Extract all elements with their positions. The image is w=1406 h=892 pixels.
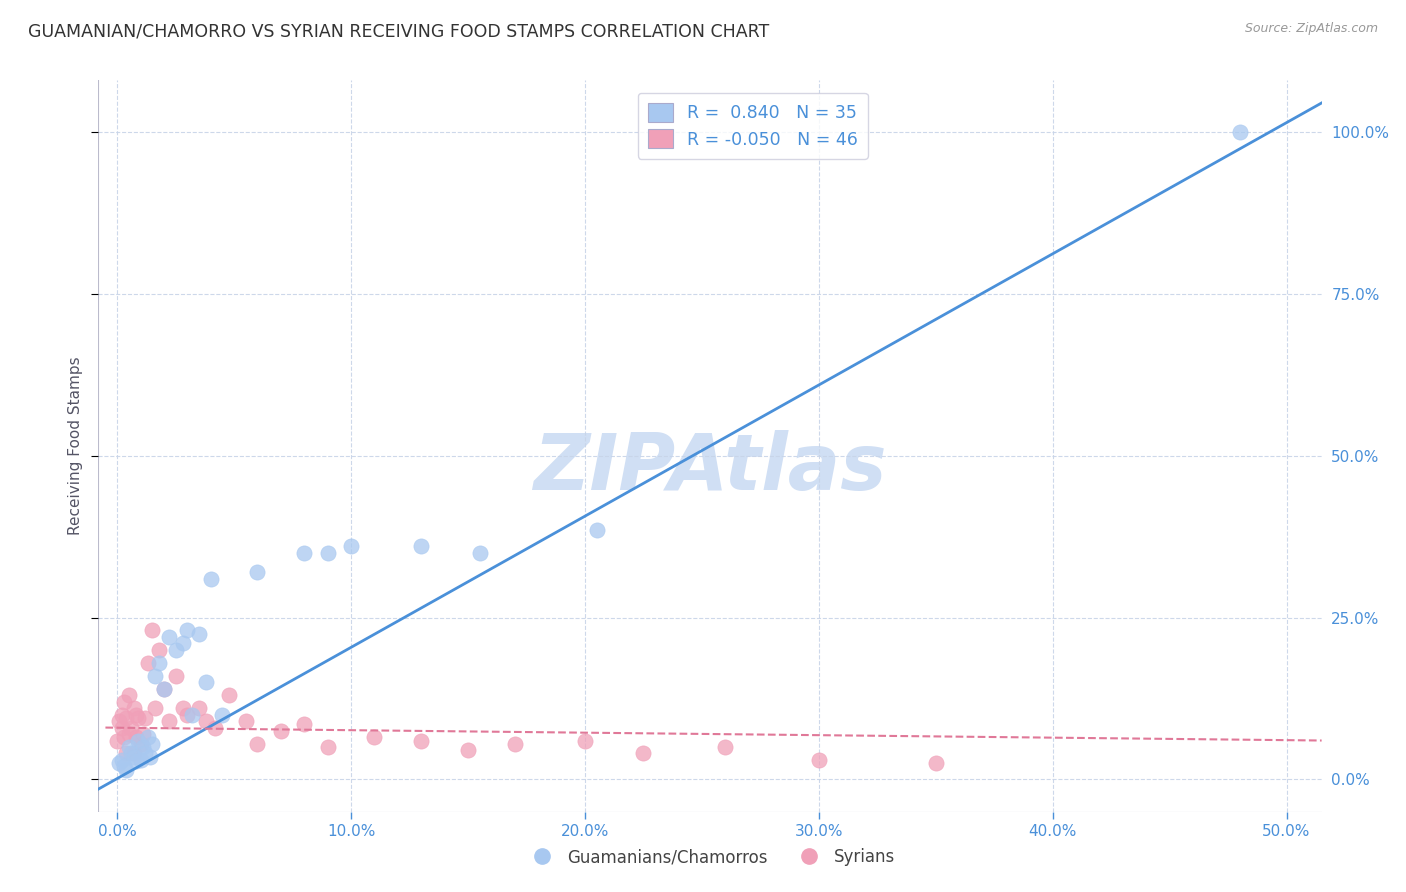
Point — [134, 747, 156, 761]
Point — [108, 756, 131, 771]
Point — [105, 733, 128, 747]
Point — [111, 753, 134, 767]
Point — [143, 669, 166, 683]
Point — [111, 721, 134, 735]
Point — [125, 707, 148, 722]
Point — [165, 643, 187, 657]
Point — [1229, 125, 1251, 139]
Point — [633, 747, 655, 761]
Point — [585, 523, 607, 537]
Point — [157, 630, 180, 644]
Point — [118, 739, 141, 754]
Point — [120, 747, 142, 761]
Point — [122, 701, 145, 715]
Point — [246, 566, 269, 580]
Legend: Guamanians/Chamorros, Syrians: Guamanians/Chamorros, Syrians — [519, 841, 901, 873]
Point — [141, 624, 163, 638]
Point — [176, 624, 198, 638]
Point — [136, 656, 159, 670]
Point — [411, 733, 433, 747]
Point — [112, 731, 135, 745]
Point — [118, 727, 141, 741]
Text: ZIPAtlas: ZIPAtlas — [533, 430, 887, 506]
Point — [118, 688, 141, 702]
Point — [143, 701, 166, 715]
Point — [157, 714, 180, 728]
Point — [112, 759, 135, 773]
Point — [132, 739, 155, 754]
Point — [139, 749, 162, 764]
Point — [153, 681, 176, 696]
Text: Source: ZipAtlas.com: Source: ZipAtlas.com — [1244, 22, 1378, 36]
Point — [115, 763, 138, 777]
Point — [134, 711, 156, 725]
Point — [235, 714, 257, 728]
Point — [316, 739, 339, 754]
Point — [132, 727, 155, 741]
Point — [188, 626, 211, 640]
Point — [129, 753, 152, 767]
Point — [316, 546, 339, 560]
Point — [111, 707, 134, 722]
Point — [218, 688, 240, 702]
Point — [188, 701, 211, 715]
Point — [411, 539, 433, 553]
Point — [148, 656, 170, 670]
Point — [270, 723, 292, 738]
Point — [153, 681, 176, 696]
Point — [165, 669, 187, 683]
Point — [122, 747, 145, 761]
Point — [141, 737, 163, 751]
Point — [204, 721, 226, 735]
Point — [211, 707, 233, 722]
Point — [129, 737, 152, 751]
Point — [127, 711, 149, 725]
Point — [127, 733, 149, 747]
Point — [195, 714, 218, 728]
Point — [246, 737, 269, 751]
Point — [108, 714, 131, 728]
Point — [574, 733, 596, 747]
Point — [176, 707, 198, 722]
Point — [292, 717, 315, 731]
Point — [172, 636, 194, 650]
Point — [120, 721, 142, 735]
Point — [172, 701, 194, 715]
Point — [503, 737, 526, 751]
Point — [115, 747, 138, 761]
Point — [181, 707, 204, 722]
Text: GUAMANIAN/CHAMORRO VS SYRIAN RECEIVING FOOD STAMPS CORRELATION CHART: GUAMANIAN/CHAMORRO VS SYRIAN RECEIVING F… — [28, 22, 769, 40]
Point — [125, 754, 148, 768]
Point — [925, 756, 948, 771]
Point — [714, 739, 737, 754]
Y-axis label: Receiving Food Stamps: Receiving Food Stamps — [67, 357, 83, 535]
Point — [340, 539, 363, 553]
Point — [125, 731, 148, 745]
Point — [468, 546, 491, 560]
Point — [200, 572, 222, 586]
Point — [457, 743, 479, 757]
Point — [807, 753, 830, 767]
Point — [115, 711, 138, 725]
Point — [195, 675, 218, 690]
Point — [112, 695, 135, 709]
Point — [148, 643, 170, 657]
Point — [136, 731, 159, 745]
Point — [292, 546, 315, 560]
Point — [363, 731, 385, 745]
Point — [122, 749, 145, 764]
